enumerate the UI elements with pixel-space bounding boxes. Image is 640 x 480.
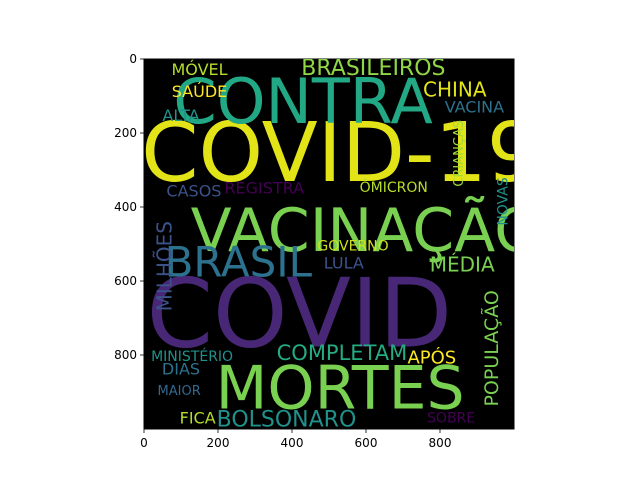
word-maior: MAIOR xyxy=(158,384,201,399)
word-crianças: CRIANÇAS xyxy=(452,120,467,187)
x-tick-label: 600 xyxy=(355,436,378,450)
word-ministério: MINISTÉRIO xyxy=(151,348,233,365)
word-registra: REGISTRA xyxy=(224,178,304,197)
word-brasil: BRASIL xyxy=(165,237,313,286)
y-tick-label: 200 xyxy=(114,126,137,140)
word-população: POPULAÇÃO xyxy=(480,290,503,406)
word-ômicron: ÔMICRON xyxy=(360,178,428,196)
word-china: CHINA xyxy=(423,77,487,101)
word-alta: ALTA xyxy=(162,106,199,125)
word-sobre: SOBRE xyxy=(427,411,475,427)
x-tick-label: 800 xyxy=(429,436,452,450)
word-vacinação: VACINAÇÃO xyxy=(191,195,542,266)
word-covid-19: COVID-19 xyxy=(141,106,539,201)
word-milhões: MILHÕES xyxy=(152,221,176,311)
word-brasileiros: BRASILEIROS xyxy=(301,56,445,81)
word-casos: CASOS xyxy=(166,182,221,201)
word-saúde: SAÚDE xyxy=(172,82,228,101)
word-covid: COVID xyxy=(147,259,453,369)
word-vacina: VACINA xyxy=(445,98,504,117)
word-após: APÓS xyxy=(407,346,456,368)
x-axis: 0 200 400 600 800 xyxy=(140,429,451,450)
y-axis: 0 200 400 600 800 xyxy=(114,52,144,362)
word-dias: DIAS xyxy=(162,360,200,379)
word-contra: CONTRA xyxy=(173,65,432,138)
word-móvel: MÓVEL xyxy=(171,60,227,79)
word-completam: COMPLETAM xyxy=(277,341,408,365)
word-média: MÉDIA xyxy=(430,252,495,276)
x-tick-label: 400 xyxy=(281,436,304,450)
x-tick-label: 200 xyxy=(207,436,230,450)
word-mortes: MORTES xyxy=(216,353,465,423)
x-tick-label: 0 xyxy=(140,436,148,450)
word-bolsonaro: BOLSONARO xyxy=(217,407,357,432)
y-tick-label: 400 xyxy=(114,200,137,214)
word-lula: LULA xyxy=(324,254,364,273)
plot-area xyxy=(143,58,515,430)
y-tick-label: 0 xyxy=(129,52,137,66)
word-novas: NOVAS xyxy=(496,177,512,226)
y-tick-label: 600 xyxy=(114,274,137,288)
word-governo: GOVERNO xyxy=(317,239,388,255)
word-fica: FICA xyxy=(180,408,216,427)
y-tick-label: 800 xyxy=(114,348,137,362)
